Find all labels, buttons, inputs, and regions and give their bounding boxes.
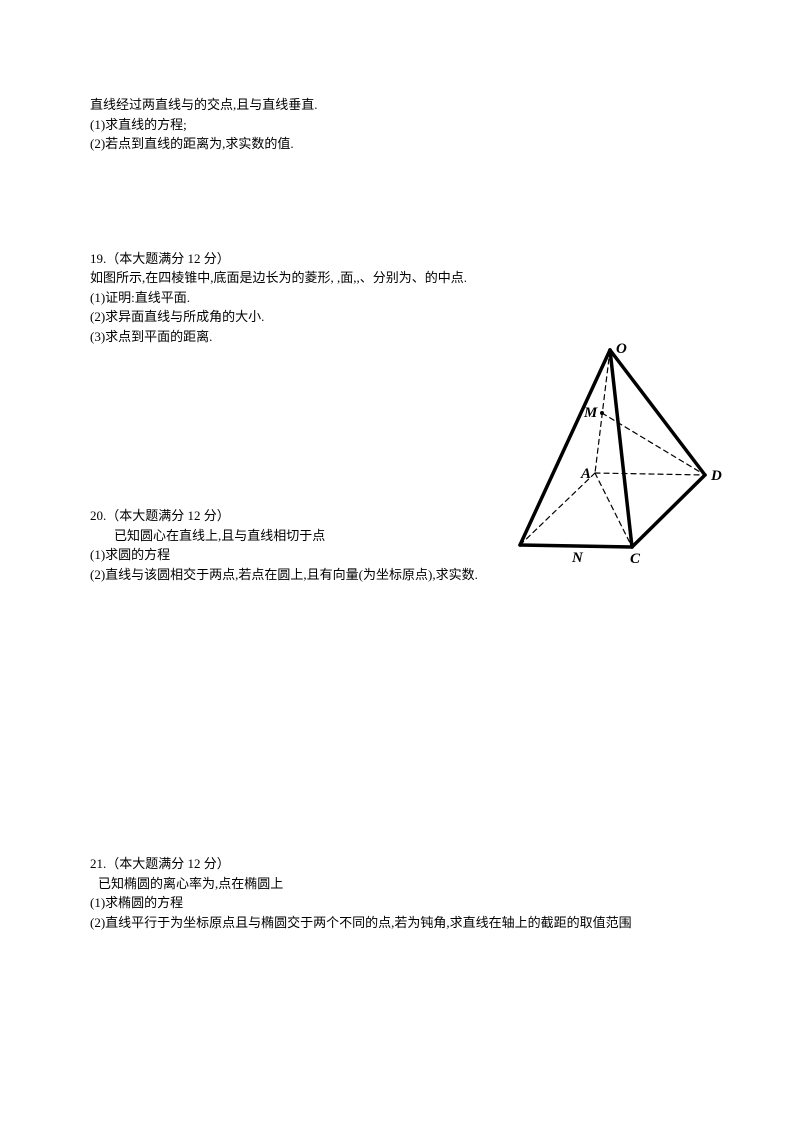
p18-intro: 直线经过两直线与的交点,且与直线垂直. xyxy=(90,95,710,115)
p21-q2: (2)直线平行于为坐标原点且与椭圆交于两个不同的点,若为钝角,求直线在轴上的截距… xyxy=(90,913,710,933)
problem-21: 21.（本大题满分 12 分） 已知椭圆的离心率为,点在椭圆上 (1)求椭圆的方… xyxy=(90,854,710,932)
p18-q2: (2)若点到直线的距离为,求实数的值. xyxy=(90,134,710,154)
svg-text:C: C xyxy=(630,551,641,565)
spacer xyxy=(90,594,710,854)
pyramid-svg: O M A D N C xyxy=(460,335,730,565)
p19-header: 19.（本大题满分 12 分） xyxy=(90,249,710,269)
svg-text:A: A xyxy=(580,466,591,482)
svg-text:O: O xyxy=(616,341,627,357)
problem-18: 直线经过两直线与的交点,且与直线垂直. (1)求直线的方程; (2)若点到直线的… xyxy=(90,95,710,154)
p21-header: 21.（本大题满分 12 分） xyxy=(90,854,710,874)
svg-text:M: M xyxy=(583,405,598,421)
spacer xyxy=(90,164,710,249)
p21-q1: (1)求椭圆的方程 xyxy=(90,893,710,913)
svg-text:D: D xyxy=(710,468,722,484)
svg-text:N: N xyxy=(571,550,584,565)
p20-q2: (2)直线与该圆相交于两点,若点在圆上,且有向量(为坐标原点),求实数. xyxy=(90,565,710,585)
p21-intro: 已知椭圆的离心率为,点在椭圆上 xyxy=(90,874,710,894)
p19-q2: (2)求异面直线与所成角的大小. xyxy=(90,307,710,327)
problem-19: 19.（本大题满分 12 分） 如图所示,在四棱锥中,底面是边长为的菱形, ,面… xyxy=(90,249,710,347)
pyramid-diagram: O M A D N C xyxy=(460,335,730,565)
p19-q1: (1)证明:直线平面. xyxy=(90,288,710,308)
p19-intro: 如图所示,在四棱锥中,底面是边长为的菱形, ,面,,、分别为、的中点. xyxy=(90,268,710,288)
p18-q1: (1)求直线的方程; xyxy=(90,115,710,135)
